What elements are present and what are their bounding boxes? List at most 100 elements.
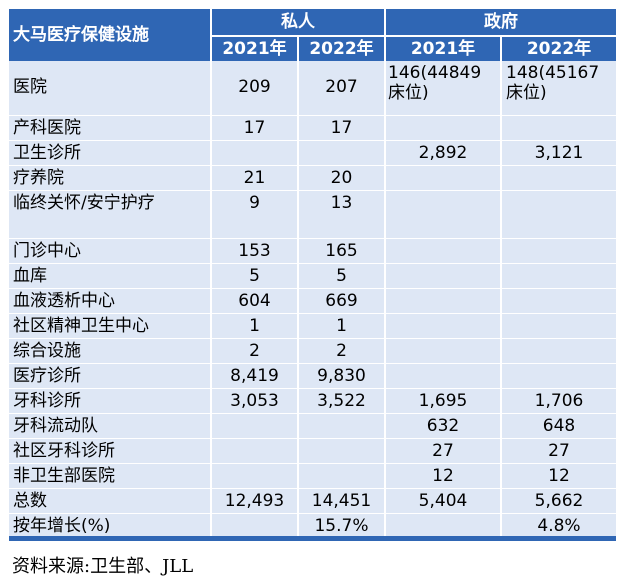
table-row: 卫生诊所 2,892 3,121 (9, 141, 616, 166)
cell-private-2021 (210, 439, 297, 464)
cell-private-2022: 207 (297, 61, 384, 116)
row-label: 社区精神卫生中心 (9, 314, 210, 339)
group-header-government: 政府 (384, 9, 616, 35)
cell-line: 146(44849 (388, 63, 482, 83)
cell-government-2022: 5,662 (500, 489, 616, 514)
cell-government-2022 (500, 314, 616, 339)
cell-government-2022 (500, 166, 616, 191)
cell-private-2022: 1 (297, 314, 384, 339)
row-label: 牙科流动队 (9, 414, 210, 439)
row-label: 牙科诊所 (9, 389, 210, 414)
table-row: 血液透析中心 604 669 (9, 289, 616, 314)
corner-header: 大马医疗保健设施 (9, 9, 210, 61)
cell-government-2021: 1,695 (384, 389, 500, 414)
cell-government-2021: 632 (384, 414, 500, 439)
cell-government-2022: 4.8% (500, 514, 616, 539)
facilities-table-container: 大马医疗保健设施 私人 政府 2021年 2022年 2021年 2022年 医… (9, 9, 616, 539)
cell-government-2022: 3,121 (500, 141, 616, 166)
cell-government-2021: 146(44849 床位) (384, 61, 500, 116)
year-header-government-2022: 2022年 (500, 35, 616, 61)
table-row: 综合设施 2 2 (9, 339, 616, 364)
row-label: 总数 (9, 489, 210, 514)
row-label: 疗养院 (9, 166, 210, 191)
cell-private-2022: 165 (297, 239, 384, 264)
cell-private-2021: 209 (210, 61, 297, 116)
cell-private-2022 (297, 439, 384, 464)
cell-line: 床位) (388, 83, 429, 103)
row-label: 非卫生部医院 (9, 464, 210, 489)
cell-private-2022: 2 (297, 339, 384, 364)
cell-government-2022 (500, 116, 616, 141)
cell-private-2022: 5 (297, 264, 384, 289)
cell-line: 148(45167 (506, 63, 600, 83)
cell-private-2022: 14,451 (297, 489, 384, 514)
table-row: 医疗诊所 8,419 9,830 (9, 364, 616, 389)
cell-government-2021 (384, 314, 500, 339)
facilities-table: 大马医疗保健设施 私人 政府 2021年 2022年 2021年 2022年 医… (9, 9, 616, 539)
group-header-private: 私人 (210, 9, 384, 35)
cell-government-2022 (500, 191, 616, 239)
row-label: 血液透析中心 (9, 289, 210, 314)
table-row: 按年增长(%) 15.7% 4.8% (9, 514, 616, 539)
cell-government-2021 (384, 239, 500, 264)
cell-government-2022 (500, 289, 616, 314)
row-label: 产科医院 (9, 116, 210, 141)
cell-private-2021: 5 (210, 264, 297, 289)
cell-private-2021 (210, 141, 297, 166)
year-header-private-2022: 2022年 (297, 35, 384, 61)
cell-government-2022 (500, 239, 616, 264)
cell-private-2021: 2 (210, 339, 297, 364)
bottom-rule (9, 536, 616, 541)
source-note: 资料来源:卫生部、JLL (12, 556, 194, 577)
row-label: 门诊中心 (9, 239, 210, 264)
cell-private-2022: 13 (297, 191, 384, 239)
cell-government-2021 (384, 116, 500, 141)
table-row: 总数 12,493 14,451 5,404 5,662 (9, 489, 616, 514)
cell-private-2022: 669 (297, 289, 384, 314)
cell-private-2022: 20 (297, 166, 384, 191)
cell-government-2021: 2,892 (384, 141, 500, 166)
cell-government-2021 (384, 191, 500, 239)
cell-government-2022 (500, 264, 616, 289)
cell-government-2022: 27 (500, 439, 616, 464)
table-row: 产科医院 17 17 (9, 116, 616, 141)
cell-private-2021: 3,053 (210, 389, 297, 414)
cell-private-2021: 12,493 (210, 489, 297, 514)
cell-private-2022 (297, 414, 384, 439)
cell-government-2021 (384, 514, 500, 539)
row-label: 按年增长(%) (9, 514, 210, 539)
table-row: 疗养院 21 20 (9, 166, 616, 191)
cell-private-2021: 1 (210, 314, 297, 339)
table-row: 牙科流动队 632 648 (9, 414, 616, 439)
year-header-government-2021: 2021年 (384, 35, 500, 61)
cell-government-2022: 12 (500, 464, 616, 489)
row-label: 医疗诊所 (9, 364, 210, 389)
cell-government-2021: 12 (384, 464, 500, 489)
cell-private-2021: 9 (210, 191, 297, 239)
cell-government-2022: 648 (500, 414, 616, 439)
cell-private-2021: 21 (210, 166, 297, 191)
cell-government-2021 (384, 264, 500, 289)
cell-government-2021 (384, 339, 500, 364)
table-row: 社区精神卫生中心 1 1 (9, 314, 616, 339)
table-row: 医院 209 207 146(44849 床位) 148(45167 床位) (9, 61, 616, 116)
cell-private-2022: 3,522 (297, 389, 384, 414)
row-label: 社区牙科诊所 (9, 439, 210, 464)
table-row: 牙科诊所 3,053 3,522 1,695 1,706 (9, 389, 616, 414)
year-header-private-2021: 2021年 (210, 35, 297, 61)
cell-government-2021 (384, 166, 500, 191)
row-label: 卫生诊所 (9, 141, 210, 166)
cell-government-2022: 148(45167 床位) (500, 61, 616, 116)
cell-private-2022: 9,830 (297, 364, 384, 389)
cell-government-2021: 5,404 (384, 489, 500, 514)
cell-government-2021 (384, 364, 500, 389)
table-row: 临终关怀/安宁护疗 9 13 (9, 191, 616, 239)
table-row: 社区牙科诊所 27 27 (9, 439, 616, 464)
cell-private-2021: 604 (210, 289, 297, 314)
cell-government-2021 (384, 289, 500, 314)
cell-private-2021: 8,419 (210, 364, 297, 389)
cell-private-2022 (297, 141, 384, 166)
cell-government-2021: 27 (384, 439, 500, 464)
cell-government-2022: 1,706 (500, 389, 616, 414)
row-label: 临终关怀/安宁护疗 (9, 191, 210, 239)
